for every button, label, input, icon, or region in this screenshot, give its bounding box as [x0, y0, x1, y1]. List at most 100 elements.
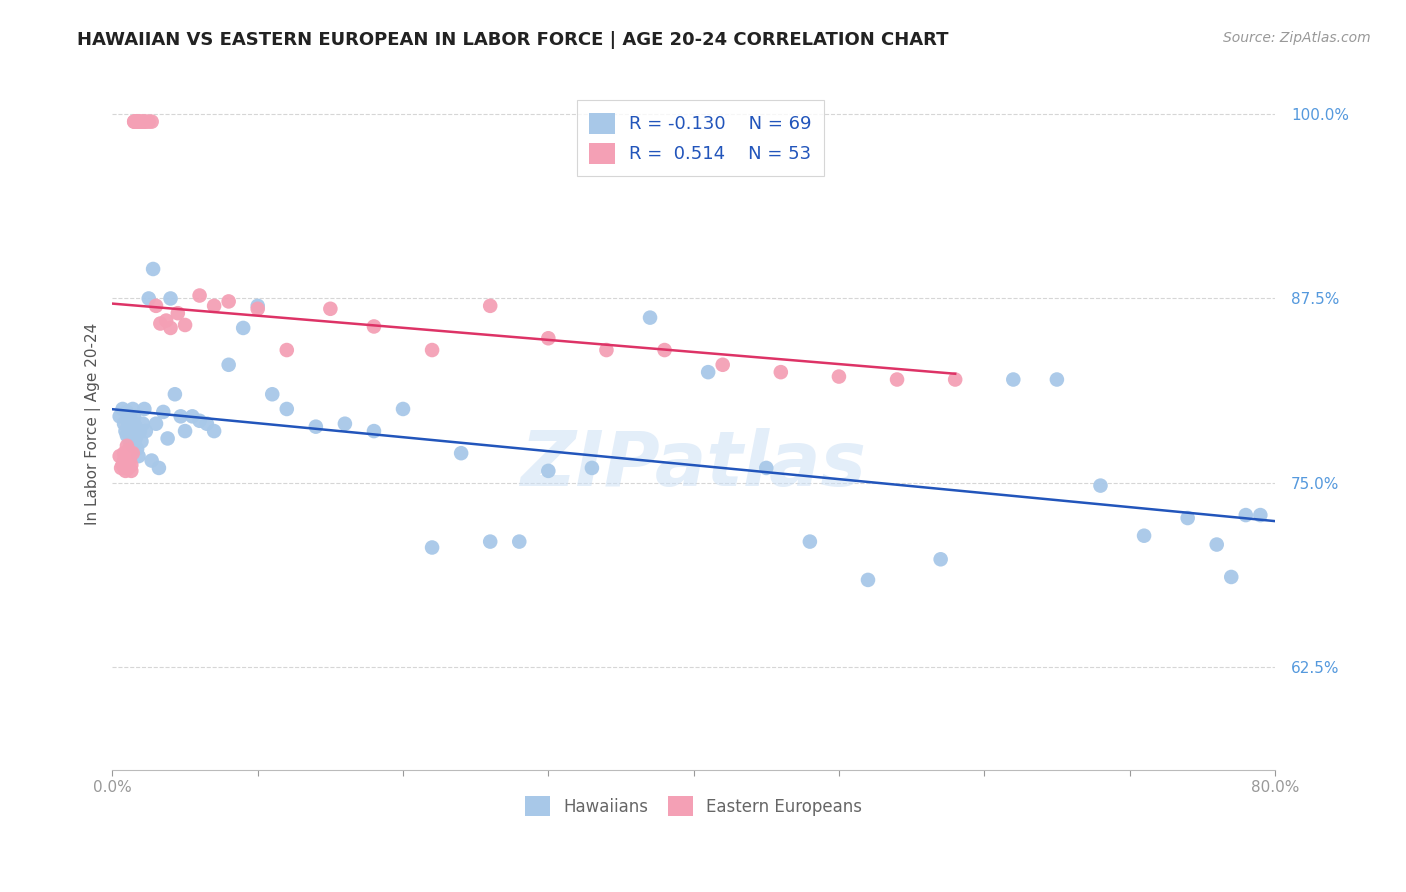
Point — [202, 299, 225, 313]
Point — [111, 458, 134, 472]
Point — [232, 321, 254, 335]
Point — [127, 114, 149, 128]
Point — [115, 428, 138, 442]
Point — [159, 292, 181, 306]
Point — [132, 417, 155, 431]
Point — [174, 318, 197, 332]
Point — [218, 358, 240, 372]
Point — [132, 114, 155, 128]
Point — [152, 405, 174, 419]
Point — [131, 434, 153, 449]
Point — [769, 365, 792, 379]
Point — [420, 343, 443, 357]
Point — [108, 409, 131, 424]
Point — [1002, 372, 1025, 386]
Point — [110, 461, 132, 475]
Point — [262, 387, 284, 401]
Point — [112, 446, 135, 460]
Point — [319, 301, 342, 316]
Point — [120, 414, 142, 428]
Point — [581, 461, 603, 475]
Point — [141, 453, 163, 467]
Point — [363, 319, 385, 334]
Point — [117, 417, 139, 431]
Point — [166, 306, 188, 320]
Point — [508, 534, 530, 549]
Point — [246, 301, 269, 316]
Point — [145, 417, 167, 431]
Y-axis label: In Labor Force | Age 20-24: In Labor Force | Age 20-24 — [86, 323, 101, 524]
Point — [135, 114, 157, 128]
Point — [305, 419, 328, 434]
Point — [450, 446, 472, 460]
Point — [129, 424, 152, 438]
Point — [755, 461, 778, 475]
Point — [138, 292, 160, 306]
Point — [121, 446, 143, 460]
Point — [121, 439, 143, 453]
Point — [122, 409, 145, 424]
Point — [276, 343, 298, 357]
Point — [856, 573, 879, 587]
Point — [117, 443, 139, 458]
Point — [654, 343, 676, 357]
Point — [127, 442, 149, 456]
Point — [155, 313, 177, 327]
Point — [392, 402, 415, 417]
Point — [156, 432, 179, 446]
Point — [122, 417, 145, 431]
Point — [828, 369, 851, 384]
Point — [218, 294, 240, 309]
Point — [118, 434, 141, 449]
Point — [120, 464, 142, 478]
Point — [595, 343, 617, 357]
Point — [537, 331, 560, 345]
Point — [111, 402, 134, 417]
Point — [638, 310, 661, 325]
Point — [114, 464, 136, 478]
Point — [697, 365, 720, 379]
Point — [148, 461, 170, 475]
Point — [141, 114, 163, 128]
Point — [333, 417, 356, 431]
Point — [112, 453, 135, 467]
Point — [117, 461, 139, 475]
Point — [114, 424, 136, 438]
Point — [118, 409, 141, 424]
Point — [420, 541, 443, 555]
Point — [479, 534, 502, 549]
Text: HAWAIIAN VS EASTERN EUROPEAN IN LABOR FORCE | AGE 20-24 CORRELATION CHART: HAWAIIAN VS EASTERN EUROPEAN IN LABOR FO… — [77, 31, 949, 49]
Point — [1249, 508, 1271, 522]
Point — [929, 552, 952, 566]
Point — [1205, 537, 1227, 551]
Point — [112, 417, 135, 431]
Point — [1177, 511, 1199, 525]
Point — [170, 409, 193, 424]
Point — [108, 449, 131, 463]
Point — [202, 424, 225, 438]
Point — [120, 458, 142, 472]
Point — [1220, 570, 1243, 584]
Point — [363, 424, 385, 438]
Point — [129, 114, 152, 128]
Point — [479, 299, 502, 313]
Point — [174, 424, 197, 438]
Point — [115, 439, 138, 453]
Point — [122, 114, 145, 128]
Text: ZIPatlas: ZIPatlas — [520, 428, 866, 502]
Point — [120, 424, 142, 438]
Point — [1090, 478, 1112, 492]
Point — [163, 387, 186, 401]
Point — [188, 414, 211, 428]
Point — [124, 114, 146, 128]
Point — [121, 402, 143, 417]
Point — [115, 449, 138, 463]
Point — [711, 358, 734, 372]
Point — [134, 114, 156, 128]
Point — [128, 449, 150, 463]
Point — [128, 114, 150, 128]
Point — [276, 402, 298, 417]
Point — [118, 453, 141, 467]
Point — [537, 464, 560, 478]
Point — [1046, 372, 1069, 386]
